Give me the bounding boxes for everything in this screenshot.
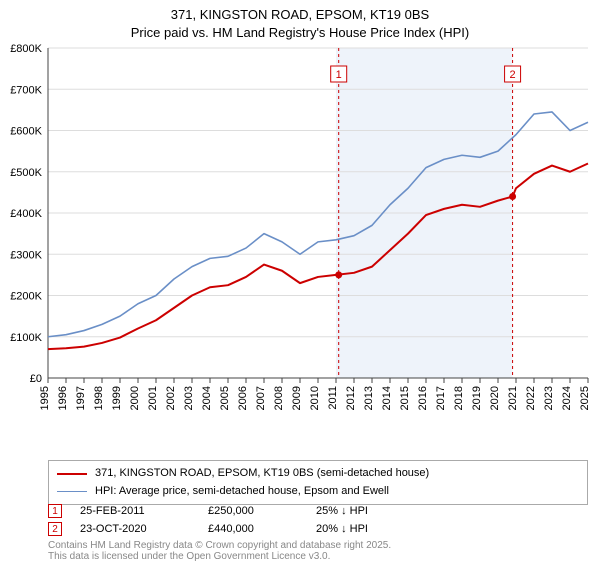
svg-text:2010: 2010 — [309, 386, 321, 410]
marker-date-1: 25-FEB-2011 — [80, 505, 190, 517]
svg-text:2016: 2016 — [417, 386, 429, 410]
svg-text:2012: 2012 — [345, 386, 357, 410]
svg-text:£700K: £700K — [10, 84, 42, 96]
footer-line-2: This data is licensed under the Open Gov… — [48, 551, 391, 562]
svg-text:1997: 1997 — [75, 386, 87, 410]
svg-text:2002: 2002 — [165, 386, 177, 410]
svg-text:2015: 2015 — [399, 386, 411, 410]
svg-text:2023: 2023 — [543, 386, 555, 410]
svg-text:1996: 1996 — [57, 386, 69, 410]
svg-text:2020: 2020 — [489, 386, 501, 410]
legend-swatch-1 — [57, 473, 87, 475]
svg-text:2022: 2022 — [525, 386, 537, 410]
svg-text:2000: 2000 — [129, 386, 141, 410]
legend-swatch-2 — [57, 491, 87, 492]
svg-text:2005: 2005 — [219, 386, 231, 410]
legend-label-2: HPI: Average price, semi-detached house,… — [95, 483, 389, 501]
legend-box: 371, KINGSTON ROAD, EPSOM, KT19 0BS (sem… — [48, 460, 588, 505]
svg-text:1995: 1995 — [39, 386, 51, 410]
legend-row-2: HPI: Average price, semi-detached house,… — [57, 483, 579, 501]
svg-text:£400K: £400K — [10, 208, 42, 220]
marker-row-1: 1 25-FEB-2011 £250,000 25% ↓ HPI — [48, 502, 588, 520]
svg-text:2008: 2008 — [273, 386, 285, 410]
chart-area: £0£100K£200K£300K£400K£500K£600K£700K£80… — [48, 48, 588, 418]
legend-label-1: 371, KINGSTON ROAD, EPSOM, KT19 0BS (sem… — [95, 465, 429, 483]
marker-diff-2: 20% ↓ HPI — [316, 523, 426, 535]
svg-text:2013: 2013 — [363, 386, 375, 410]
svg-text:2018: 2018 — [453, 386, 465, 410]
marker-diff-1: 25% ↓ HPI — [316, 505, 426, 517]
title-address: 371, KINGSTON ROAD, EPSOM, KT19 0BS — [0, 6, 600, 24]
svg-text:2024: 2024 — [561, 386, 573, 410]
svg-text:£200K: £200K — [10, 291, 42, 303]
svg-text:£0: £0 — [30, 373, 42, 385]
svg-text:2003: 2003 — [183, 386, 195, 410]
svg-text:2019: 2019 — [471, 386, 483, 410]
svg-text:2004: 2004 — [201, 386, 213, 410]
svg-text:1: 1 — [336, 69, 342, 81]
markers-table: 1 25-FEB-2011 £250,000 25% ↓ HPI 2 23-OC… — [48, 502, 588, 538]
svg-text:2014: 2014 — [381, 386, 393, 410]
svg-text:2006: 2006 — [237, 386, 249, 410]
svg-text:£500K: £500K — [10, 167, 42, 179]
marker-badge-1: 1 — [48, 504, 62, 518]
marker-price-2: £440,000 — [208, 523, 298, 535]
title-block: 371, KINGSTON ROAD, EPSOM, KT19 0BS Pric… — [0, 0, 600, 41]
svg-text:2011: 2011 — [327, 386, 339, 410]
svg-text:1998: 1998 — [93, 386, 105, 410]
marker-date-2: 23-OCT-2020 — [80, 523, 190, 535]
chart-container: 371, KINGSTON ROAD, EPSOM, KT19 0BS Pric… — [0, 0, 600, 560]
svg-text:£800K: £800K — [10, 43, 42, 55]
svg-text:1999: 1999 — [111, 386, 123, 410]
footer-attribution: Contains HM Land Registry data © Crown c… — [48, 540, 391, 562]
svg-text:2001: 2001 — [147, 386, 159, 410]
marker-row-2: 2 23-OCT-2020 £440,000 20% ↓ HPI — [48, 520, 588, 538]
line-chart: £0£100K£200K£300K£400K£500K£600K£700K£80… — [48, 48, 588, 418]
legend-row-1: 371, KINGSTON ROAD, EPSOM, KT19 0BS (sem… — [57, 465, 579, 483]
marker-price-1: £250,000 — [208, 505, 298, 517]
svg-text:2021: 2021 — [507, 386, 519, 410]
svg-text:£300K: £300K — [10, 249, 42, 261]
svg-text:2: 2 — [510, 69, 516, 81]
svg-text:£100K: £100K — [10, 332, 42, 344]
svg-text:2025: 2025 — [579, 386, 591, 410]
marker-badge-2: 2 — [48, 522, 62, 536]
title-subtitle: Price paid vs. HM Land Registry's House … — [0, 24, 600, 42]
svg-text:£600K: £600K — [10, 126, 42, 138]
svg-text:2009: 2009 — [291, 386, 303, 410]
svg-text:2017: 2017 — [435, 386, 447, 410]
svg-text:2007: 2007 — [255, 386, 267, 410]
footer-line-1: Contains HM Land Registry data © Crown c… — [48, 540, 391, 551]
